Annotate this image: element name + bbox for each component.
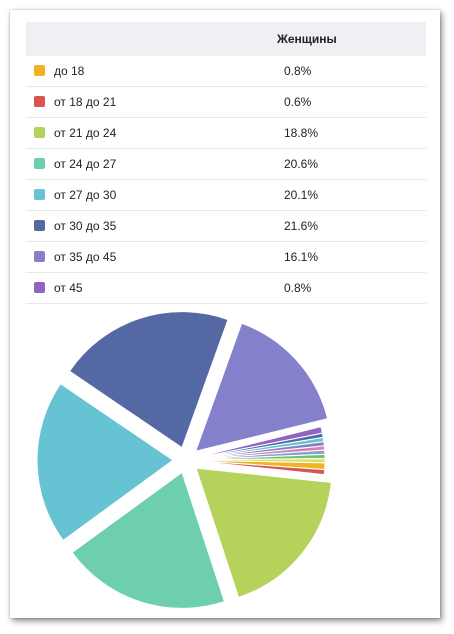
legend-swatch: [34, 127, 45, 138]
women-percent-value: 0.8%: [284, 281, 312, 295]
legend-swatch: [34, 96, 45, 107]
pie-slice[interactable]: [68, 311, 229, 449]
legend-swatch: [34, 282, 45, 293]
column-header-women: Женщины: [277, 32, 337, 46]
women-percent-value: 21.6%: [284, 219, 319, 233]
women-percent-value: 0.8%: [284, 64, 312, 78]
women-percent-value: 20.1%: [284, 188, 319, 202]
legend-swatch: [34, 220, 45, 231]
table-row: от 24 до 27 20.6%: [26, 149, 426, 180]
women-percent-value: 18.8%: [284, 126, 319, 140]
age-table: Женщины до 18 0.8% от 18 до 21 0.6% от 21 до…: [26, 22, 426, 304]
table-row: от 27 до 30 20.1%: [26, 180, 426, 211]
pie-slice[interactable]: [194, 322, 329, 453]
women-percent-value: 20.6%: [284, 157, 319, 171]
age-range-label: от 45: [54, 281, 83, 295]
legend-swatch: [34, 251, 45, 262]
pie-slice[interactable]: [36, 383, 174, 542]
table-row: от 45 0.8%: [26, 273, 426, 304]
age-pie-chart: [36, 311, 332, 609]
pie-slice[interactable]: [195, 467, 332, 599]
table-row: от 35 до 45 16.1%: [26, 242, 426, 273]
women-percent-value: 0.6%: [284, 95, 312, 109]
stats-card: Женщины до 18 0.8% от 18 до 21 0.6% от 21 до…: [10, 10, 440, 618]
women-percent-value: 16.1%: [284, 250, 319, 264]
age-range-label: от 30 до 35: [54, 219, 117, 233]
legend-swatch: [34, 189, 45, 200]
age-range-label: до 18: [54, 64, 85, 78]
age-range-label: от 24 до 27: [54, 157, 117, 171]
legend-swatch: [34, 65, 45, 76]
age-range-label: от 21 до 24: [54, 126, 117, 140]
table-row: от 30 до 35 21.6%: [26, 211, 426, 242]
table-header: Женщины: [26, 22, 426, 56]
age-range-label: от 18 до 21: [54, 95, 117, 109]
table-body: до 18 0.8% от 18 до 21 0.6% от 21 до 24 18.8%…: [26, 56, 426, 304]
age-range-label: от 27 до 30: [54, 188, 117, 202]
table-row: от 21 до 24 18.8%: [26, 118, 426, 149]
legend-swatch: [34, 158, 45, 169]
table-row: до 18 0.8%: [26, 56, 426, 87]
pie-slice[interactable]: [188, 459, 326, 476]
age-range-label: от 35 до 45: [54, 250, 117, 264]
table-row: от 18 до 21 0.6%: [26, 87, 426, 118]
pie-slice[interactable]: [71, 471, 226, 609]
pie-slice[interactable]: [188, 458, 326, 464]
